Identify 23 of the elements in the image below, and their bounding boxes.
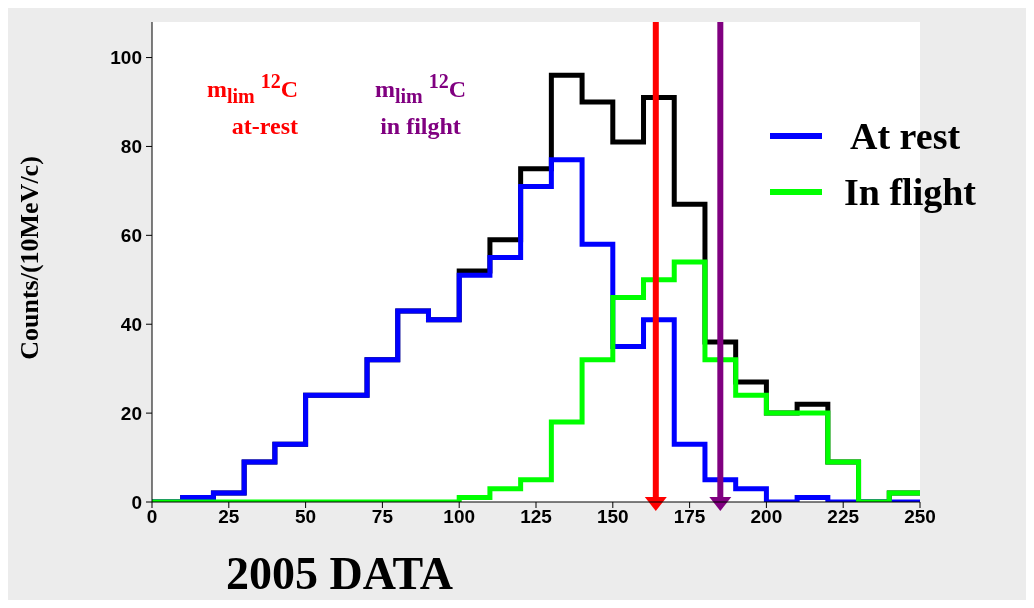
- y-tick-label: 40: [120, 313, 142, 335]
- x-tick-label: 50: [295, 506, 317, 528]
- x-tick-label: 100: [443, 506, 476, 528]
- y-tick-label: 0: [131, 491, 142, 513]
- y-tick-label: 20: [120, 402, 142, 424]
- text: 2005 DATA: [226, 548, 454, 600]
- x-tick-label: 150: [596, 506, 629, 528]
- ref-line-label: m$_{lim}$ $^{12}$C at-rest: [205, 69, 298, 141]
- ref-line-label: m$_{lim}$ $^{12}$C in filght: [373, 69, 468, 141]
- legend-label: At rest: [850, 114, 961, 158]
- y-axis-title: Counts/(10MeV/c): [15, 156, 45, 360]
- x-tick-label: 200: [750, 506, 783, 528]
- y-tick-label: 60: [120, 225, 142, 247]
- y-tick-label: 80: [120, 136, 142, 158]
- x-tick-label: 250: [904, 506, 936, 528]
- x-tick-label: 75: [371, 506, 394, 528]
- x-tick-label: 175: [673, 506, 706, 528]
- x-tick-label: 225: [827, 506, 860, 528]
- x-tick-label: 25: [218, 506, 240, 528]
- legend-label: In flight: [844, 170, 976, 214]
- x-tick-label: 125: [520, 506, 553, 528]
- y-tick-label: 100: [110, 47, 142, 69]
- x-tick-label: 0: [146, 506, 158, 528]
